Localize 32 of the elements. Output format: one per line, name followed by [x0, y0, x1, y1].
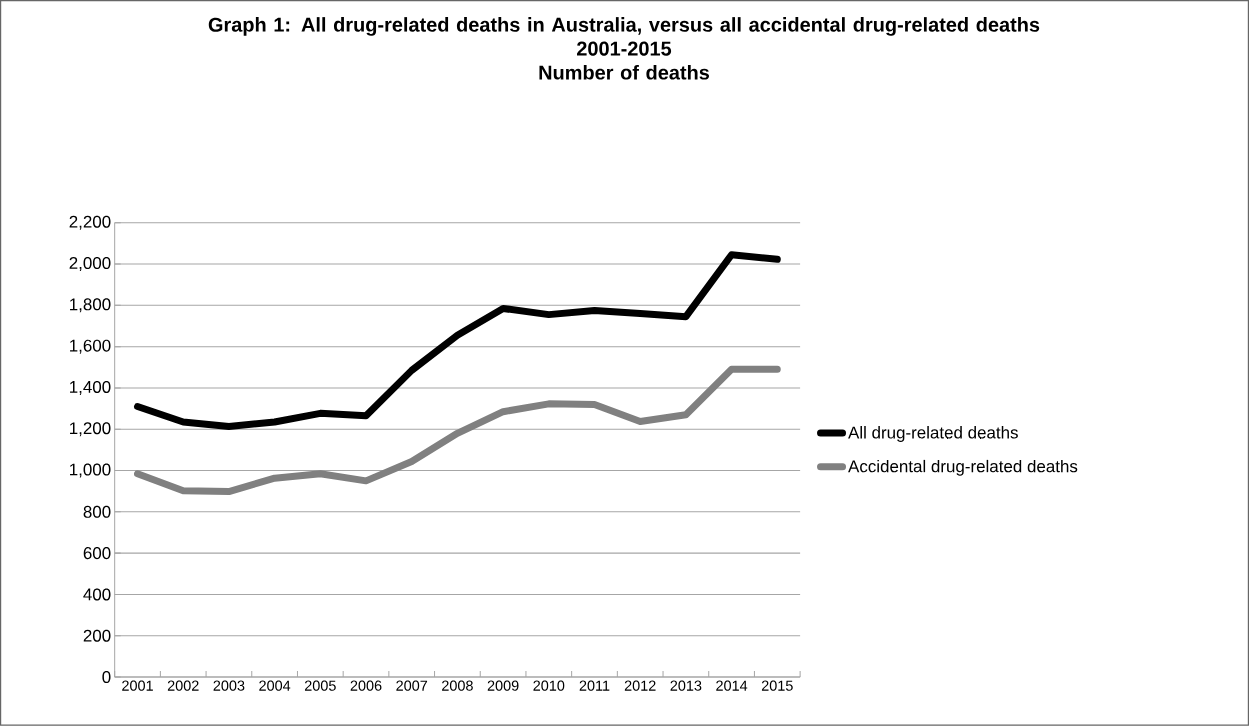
y-tick-label: 400 — [83, 588, 111, 601]
x-tick-label: 2007 — [396, 680, 428, 691]
y-tick-label: 0 — [102, 671, 111, 684]
y-tick-label: 1,000 — [70, 463, 111, 478]
y-tick-label: 600 — [83, 547, 111, 560]
x-tick-label: 2008 — [442, 680, 473, 691]
y-tick-label: 2,000 — [69, 257, 111, 272]
y-tick-label: 1,800 — [70, 298, 111, 313]
chart-title: Graph 1: All drug-related deaths in Australia, versus all accidental drug-related deaths — [208, 17, 1040, 36]
x-tick-label: 2014 — [716, 680, 748, 691]
x-tick-label: 2004 — [259, 680, 291, 691]
x-tick-label: 2006 — [350, 680, 382, 691]
x-tick-label: 2010 — [533, 680, 565, 691]
y-tick-label: 200 — [83, 629, 111, 642]
x-tick-label: 2005 — [304, 680, 336, 691]
legend-label: Accidental drug-related deaths — [848, 460, 1078, 476]
chart-subtitle: 2001-2015 — [577, 41, 672, 56]
x-tick-label: 2002 — [167, 680, 199, 691]
legend-label: All drug-related deaths — [848, 426, 1018, 443]
y-tick-label: 2,200 — [69, 215, 111, 230]
y-tick-label: 1,200 — [70, 422, 111, 437]
x-tick-label: 2013 — [670, 680, 702, 691]
x-tick-label: 2012 — [624, 680, 656, 691]
x-tick-label: 2011 — [579, 680, 610, 691]
x-tick-label: 2009 — [487, 680, 519, 691]
x-tick-label: 2001 — [122, 680, 153, 691]
y-tick-label: 1,400 — [70, 381, 111, 396]
y-tick-label: 800 — [83, 506, 111, 518]
y-tick-label: 1,600 — [70, 339, 111, 354]
text: Number of deaths — [539, 65, 710, 80]
x-tick-label: 2015 — [761, 680, 793, 691]
x-tick-label: 2003 — [213, 680, 245, 691]
